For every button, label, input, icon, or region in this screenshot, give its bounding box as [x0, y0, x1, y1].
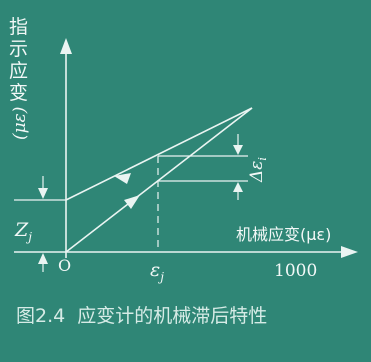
x-axis-arrow	[341, 246, 358, 258]
origin-label: O	[58, 256, 71, 275]
ej-label: εj	[150, 259, 164, 284]
y-axis-label-char-2: 示	[9, 38, 28, 60]
delta-bottom-arrowhead	[233, 182, 243, 192]
delta-label: Δεi	[247, 157, 269, 183]
x-axis-label: 机械应变(με)	[236, 225, 331, 244]
unloading-line	[65, 107, 253, 201]
zj-bottom-arrowhead	[38, 253, 48, 264]
x-tick-1000: 1000	[274, 261, 317, 281]
y-axis-label-unit: (με)	[10, 107, 30, 140]
delta-top-arrowhead	[233, 145, 243, 155]
loading-direction-arrow	[124, 195, 140, 209]
y-axis-label-char-3: 应	[9, 60, 28, 82]
zj-label: Zj	[14, 219, 32, 244]
y-axis-label-char-1: 指	[9, 16, 28, 38]
figure-caption: 图2.4 应变计的机械滞后特性	[16, 305, 267, 327]
zj-top-arrowhead	[38, 188, 48, 199]
loading-line	[65, 107, 253, 253]
y-axis-arrow	[60, 38, 72, 54]
y-axis-label-char-4: 变	[9, 82, 28, 104]
unloading-direction-arrow	[114, 173, 131, 184]
